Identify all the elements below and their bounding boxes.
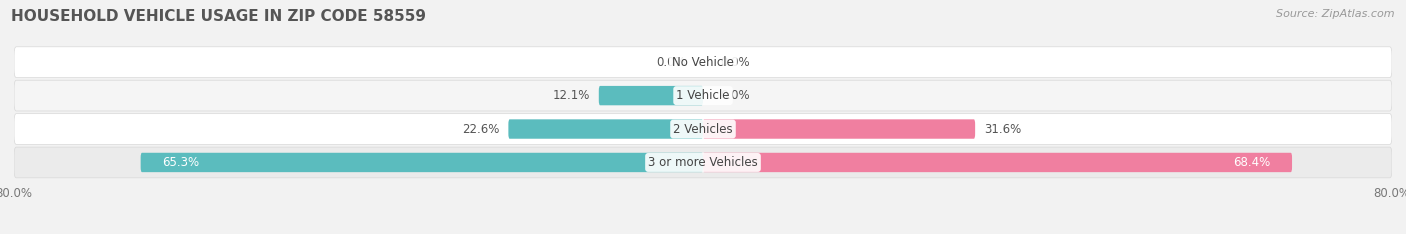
Text: HOUSEHOLD VEHICLE USAGE IN ZIP CODE 58559: HOUSEHOLD VEHICLE USAGE IN ZIP CODE 5855… [11, 9, 426, 24]
Text: 0.0%: 0.0% [720, 56, 749, 69]
FancyBboxPatch shape [703, 153, 1292, 172]
FancyBboxPatch shape [14, 47, 1392, 77]
Text: 1 Vehicle: 1 Vehicle [676, 89, 730, 102]
FancyBboxPatch shape [14, 114, 1392, 144]
Text: 22.6%: 22.6% [463, 123, 499, 135]
Text: No Vehicle: No Vehicle [672, 56, 734, 69]
Text: 3 or more Vehicles: 3 or more Vehicles [648, 156, 758, 169]
Text: 31.6%: 31.6% [984, 123, 1021, 135]
Text: 12.1%: 12.1% [553, 89, 591, 102]
Text: 65.3%: 65.3% [162, 156, 200, 169]
Text: Source: ZipAtlas.com: Source: ZipAtlas.com [1277, 9, 1395, 19]
Text: 0.0%: 0.0% [657, 56, 686, 69]
FancyBboxPatch shape [599, 86, 703, 105]
Text: 68.4%: 68.4% [1233, 156, 1271, 169]
Text: 0.0%: 0.0% [720, 89, 749, 102]
FancyBboxPatch shape [141, 153, 703, 172]
FancyBboxPatch shape [14, 147, 1392, 178]
FancyBboxPatch shape [14, 80, 1392, 111]
FancyBboxPatch shape [509, 119, 703, 139]
FancyBboxPatch shape [703, 119, 976, 139]
Text: 2 Vehicles: 2 Vehicles [673, 123, 733, 135]
